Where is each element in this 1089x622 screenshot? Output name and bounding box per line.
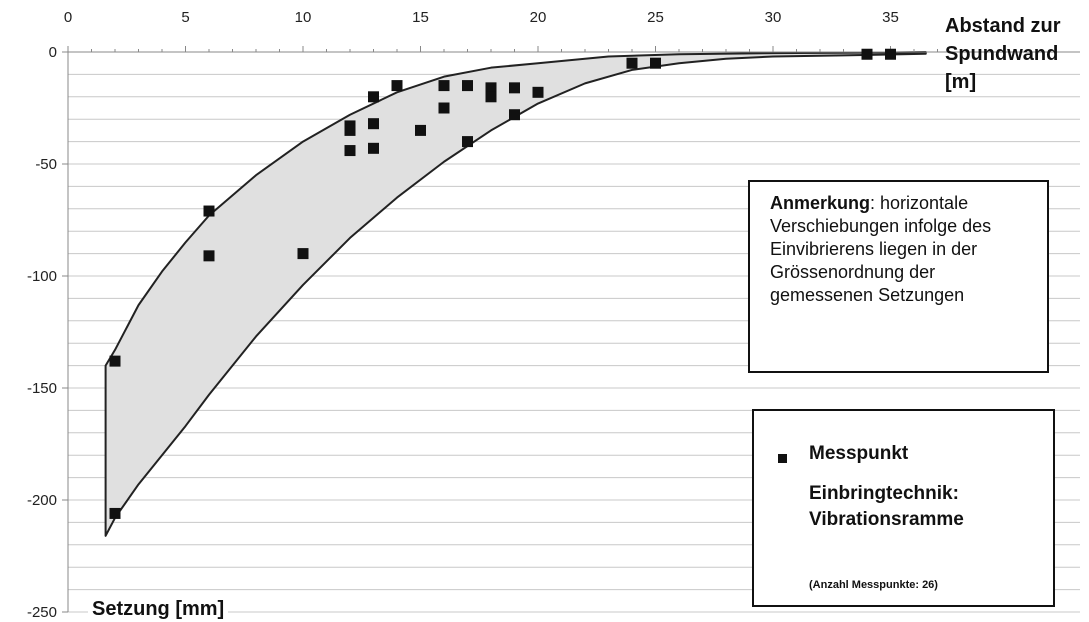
y-tick-label: -150 <box>27 380 57 397</box>
y-tick-label: -100 <box>27 268 57 285</box>
data-point <box>509 109 520 121</box>
data-point <box>462 136 473 148</box>
annotation-text: : horizontale Verschiebungen infolge des… <box>770 193 992 305</box>
envelope-band <box>104 51 927 537</box>
data-points <box>109 48 896 519</box>
data-point <box>532 86 544 98</box>
legend-label-messpunkt: Messpunkt <box>809 443 909 464</box>
data-point <box>650 57 661 69</box>
legend-square-marker-icon <box>778 454 787 463</box>
data-point <box>391 80 403 92</box>
y-tick-labels: 0 -50 -100 -150 -200 -250 <box>27 44 57 621</box>
annotation-heading: Anmerkung <box>770 193 871 213</box>
data-point <box>626 57 638 69</box>
x-tick-label: 35 <box>882 9 899 26</box>
y-tick-label: -250 <box>27 604 57 621</box>
data-point <box>368 118 379 130</box>
data-point <box>203 250 215 262</box>
data-point <box>109 355 121 367</box>
x-axis-title: Abstand zur Spundwand [m] <box>945 12 1089 96</box>
x-axis-title-line-2: Spundwand <box>945 43 1059 65</box>
data-point <box>368 142 379 154</box>
data-point <box>109 507 121 519</box>
technique-line-1: Einbringtechnik: <box>809 483 959 504</box>
y-tick-label: 0 <box>49 44 57 61</box>
data-point <box>509 82 520 94</box>
legend-box: Messpunkt Einbringtechnik: Vibrationsram… <box>752 409 1055 607</box>
x-tick-label: 0 <box>64 9 72 26</box>
data-point <box>885 48 896 60</box>
data-point <box>344 124 356 136</box>
x-tick-label: 20 <box>530 9 547 26</box>
y-axis-title: Setzung [mm] <box>88 598 229 620</box>
data-point <box>297 248 309 260</box>
x-tick-labels: 0 5 10 15 20 25 30 35 <box>64 9 899 26</box>
x-axis-title-line-3: [m] <box>945 71 977 93</box>
x-axis-title-line-1: Abstand zur <box>945 15 1061 37</box>
y-tick-label: -50 <box>35 156 57 173</box>
x-tick-label: 10 <box>295 9 312 26</box>
y-tick-label: -200 <box>27 492 57 509</box>
point-count-note: (Anzahl Messpunkte: 26) <box>809 579 938 591</box>
axes <box>62 46 1080 613</box>
data-point <box>438 102 450 114</box>
x-tick-label: 15 <box>412 9 429 26</box>
data-point <box>861 48 873 60</box>
data-point <box>438 80 450 92</box>
technique-line-2: Vibrationsramme <box>809 509 964 530</box>
data-point <box>203 205 215 217</box>
data-point <box>344 145 356 157</box>
data-point <box>462 80 473 92</box>
technique-label: Einbringtechnik: Vibrationsramme <box>809 481 964 533</box>
annotation-box: Anmerkung: horizontale Verschiebungen in… <box>748 180 1049 373</box>
data-point <box>485 91 497 103</box>
data-point <box>415 124 426 136</box>
data-point <box>485 82 497 94</box>
data-point <box>368 91 379 103</box>
x-tick-label: 30 <box>765 9 782 26</box>
x-tick-label: 25 <box>647 9 664 26</box>
x-tick-label: 5 <box>181 9 189 26</box>
